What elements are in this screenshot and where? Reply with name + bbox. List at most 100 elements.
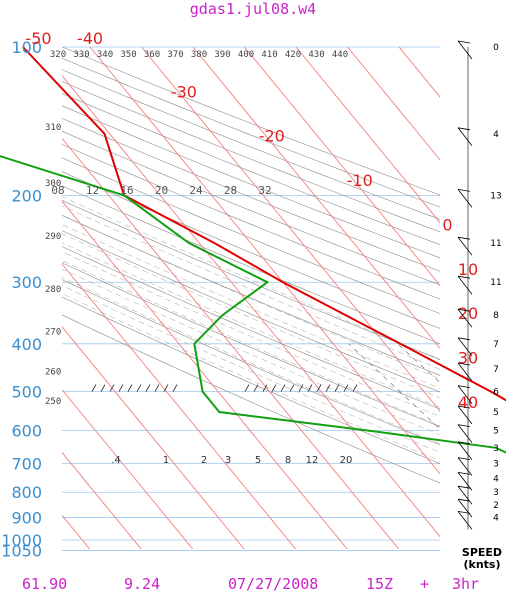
theta-label: 350 [120,50,136,60]
isotherm-line [192,47,440,349]
wind-speed-label: 8 [493,311,499,321]
trop-hatch [244,384,250,392]
wind-barb-flag [457,405,471,409]
isotherm-label: -40 [77,29,103,48]
theta-side-label: 300 [45,179,61,189]
wind-barbs: 0 4 13 11 11 8 7 7 6 5 5 3 3 4 3 2 4 [457,40,502,530]
wind-speed-label: 7 [493,365,499,375]
theta-label: 360 [144,50,160,60]
dry-adiabat [62,69,440,220]
isotherm-line [244,47,440,287]
moist-adiabat [62,276,440,445]
theta-side-label: 290 [45,232,61,242]
isotherm-line [62,137,400,549]
moist-adiabat [62,205,440,370]
theta-side-label: 280 [45,285,61,295]
dry-adiabat [62,262,440,427]
isotherm-line [62,326,245,549]
mixing-ratio-labels: 08 12 16 20 24 28 32.4 1 2 3 5 8 12 20 [51,184,352,466]
wind-speed-label: 11 [490,278,501,288]
isotherm-label: -30 [171,82,197,101]
trop-hatch [325,384,331,392]
chart-title: gdas1.jul08.w4 [190,0,316,18]
wind-barb-flag [457,441,471,445]
wind-barb-flag [457,127,471,131]
moist-adiabat [62,260,440,427]
trop-hatch [298,384,304,392]
moist-adiabat [62,214,440,380]
pressure-label: 200 [11,186,42,205]
wind-barb [457,498,473,518]
wind-barb-flag [457,236,471,240]
trop-hatch [280,384,286,392]
wind-speed-label: 0 [493,43,499,53]
isotherm-line [502,47,506,550]
wind-speed-label: 11 [490,239,501,249]
theta-label: 380 [191,50,207,60]
isotherm-line [347,47,440,161]
isotherm-label: -50 [25,29,51,48]
dry-adiabat [62,143,440,300]
wind-speed-label: 13 [490,191,501,201]
trop-hatch [253,384,259,392]
trop-hatch [145,384,151,392]
pressure-label: 1000 [1,531,42,550]
wind-barb [457,385,473,404]
trop-hatch [154,384,160,392]
wind-barb-flag [457,498,471,502]
trop-hatch [262,384,268,392]
pressure-label: 700 [11,455,42,474]
footer-lon: 9.24 [124,575,160,592]
pressure-label: 900 [11,508,42,527]
wind-barb [457,441,473,461]
wind-barb [457,472,473,491]
footer-lat: 61.90 [22,575,67,592]
wind-speed-label: 3 [493,460,499,470]
pressure-label: 400 [11,335,42,354]
theta-label: 320 [50,50,66,60]
isotherm-line [89,47,440,475]
wind-speed-label: 7 [493,340,499,350]
mixing-ratio-label-lower: 3 [225,455,231,466]
tropopause-marker [91,384,358,392]
mixing-ratio-label-lower: 12 [306,455,319,466]
mixing-ratio-label-lower: 2 [201,455,207,466]
isotherm-line [62,200,348,549]
theta-label: 440 [332,50,348,60]
isotherm-line [141,47,440,412]
theta-label: 410 [261,50,277,60]
trop-hatch [343,384,349,392]
mixing-ratio-label-upper: 24 [189,184,203,197]
mixing-ratio-label-upper: 12 [86,184,99,197]
dry-adiabat [62,117,440,272]
dry-adiabat [62,130,440,286]
theta-side-label: 310 [45,123,61,133]
mixing-ratio-lines [348,343,440,430]
mixing-ratio-label-lower: 8 [285,455,291,466]
trop-hatch [316,384,322,392]
wind-barb-flag [457,40,471,44]
wind-barb-flag [457,275,471,279]
theta-side-label: 270 [45,327,61,337]
mixing-ratio-label-upper: 20 [155,184,168,197]
mixing-ratio-label-upper: 32 [258,184,271,197]
moist-adiabat [62,233,440,399]
wind-speed-label: 5 [493,408,499,418]
dry-adiabat [62,279,440,446]
speed-header: SPEED [462,546,502,559]
moist-adiabat [62,285,440,453]
mixing-ratio-label-upper: 08 [51,184,64,197]
isotherm-lines [62,47,506,550]
moist-adiabat [62,196,440,361]
wind-barb [457,189,473,208]
wind-barb-flag [457,189,471,192]
theta-label: 330 [73,50,89,60]
dry-adiabat [62,296,440,464]
pressure-label: 100 [11,38,42,57]
wind-barb [457,308,473,328]
footer-date: 07/27/2008 [228,575,318,592]
mixing-ratio-label-upper: 16 [120,184,133,197]
theta-label: 390 [214,50,230,60]
wind-barb-flag [457,385,471,388]
